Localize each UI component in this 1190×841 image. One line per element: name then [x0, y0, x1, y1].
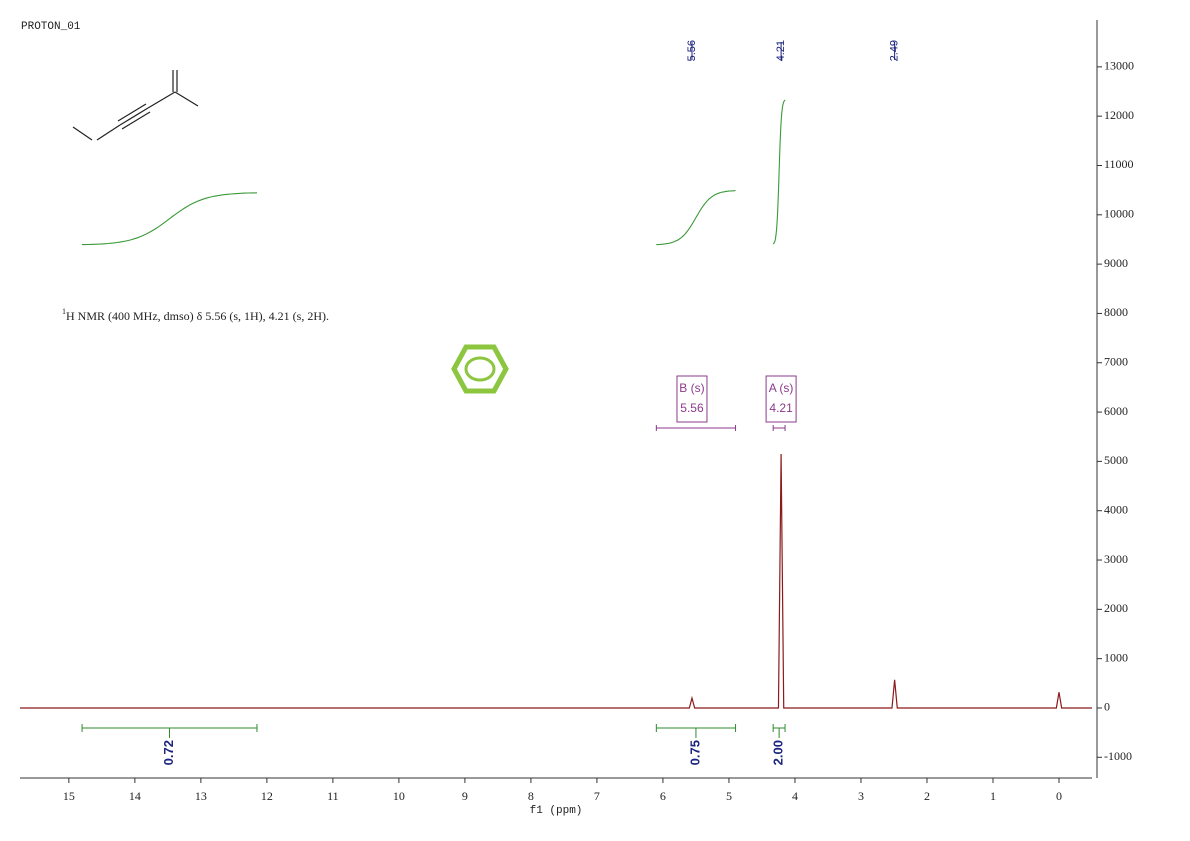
y-tick-label: 2000: [1104, 601, 1128, 615]
integral-label: 0.72: [161, 740, 176, 765]
x-axis-label: f1 (ppm): [530, 805, 583, 817]
x-tick-label: 12: [261, 789, 273, 803]
x-tick-label: 11: [327, 789, 339, 803]
y-tick-label: 6000: [1104, 404, 1128, 418]
y-tick-label: 3000: [1104, 552, 1128, 566]
multiplet-name: A (s): [769, 381, 794, 395]
multiplet-box: [676, 375, 708, 423]
x-tick-label: 5: [726, 789, 732, 803]
y-tick-label: 12000: [1104, 108, 1134, 122]
x-tick-label: 8: [528, 789, 534, 803]
chart-title: PROTON_01: [21, 21, 81, 33]
peak-label: 2.49: [889, 40, 901, 61]
x-tick-label: 10: [393, 789, 405, 803]
y-tick-label: 9000: [1104, 256, 1128, 270]
x-tick-label: 15: [63, 789, 75, 803]
y-tick-label: 0: [1104, 700, 1110, 714]
spectrum-line: [20, 453, 1092, 709]
multiplet-box: [765, 375, 797, 423]
y-tick-label: 10000: [1104, 207, 1134, 221]
multiplet-shift: 5.56: [680, 401, 704, 415]
x-tick-label: 0: [1056, 789, 1062, 803]
annotation-text: H NMR (400 MHz, dmso) δ 5.56 (s, 1H), 4.…: [66, 309, 329, 323]
integral-label: 0.75: [687, 740, 702, 765]
integral-curve: [772, 99, 786, 245]
x-tick-label: 1: [990, 789, 996, 803]
x-tick-label: 13: [195, 789, 207, 803]
peak-label: 4.21: [775, 40, 787, 61]
integral-label: 2.00: [771, 740, 786, 765]
y-tick-label: 7000: [1104, 355, 1128, 369]
y-tick-label: 11000: [1104, 157, 1134, 171]
x-tick-label: 2: [924, 789, 930, 803]
x-tick-label: 14: [129, 789, 141, 803]
annotation: 1H NMR (400 MHz, dmso) δ 5.56 (s, 1H), 4…: [62, 307, 329, 323]
y-tick-label: 4000: [1104, 502, 1128, 516]
x-tick-label: 3: [858, 789, 864, 803]
x-tick-label: 6: [660, 789, 666, 803]
watermark-logo: [451, 344, 509, 394]
molecule: [72, 70, 199, 141]
x-tick-label: 4: [792, 789, 798, 803]
y-tick-label: 5000: [1104, 453, 1128, 467]
superscript: 1: [62, 307, 66, 316]
y-tick-label: 8000: [1104, 305, 1128, 319]
y-tick-label: 13000: [1104, 59, 1134, 73]
multiplet-shift: 4.21: [769, 401, 793, 415]
y-tick-label: -1000: [1104, 749, 1132, 763]
x-tick-label: 9: [462, 789, 468, 803]
integral-curve: [656, 190, 736, 246]
multiplet-name: B (s): [679, 381, 704, 395]
peak-label: 5.56: [686, 40, 698, 61]
y-tick-label: 1000: [1104, 650, 1128, 664]
integral-curve: [82, 192, 258, 246]
x-tick-label: 7: [594, 789, 600, 803]
